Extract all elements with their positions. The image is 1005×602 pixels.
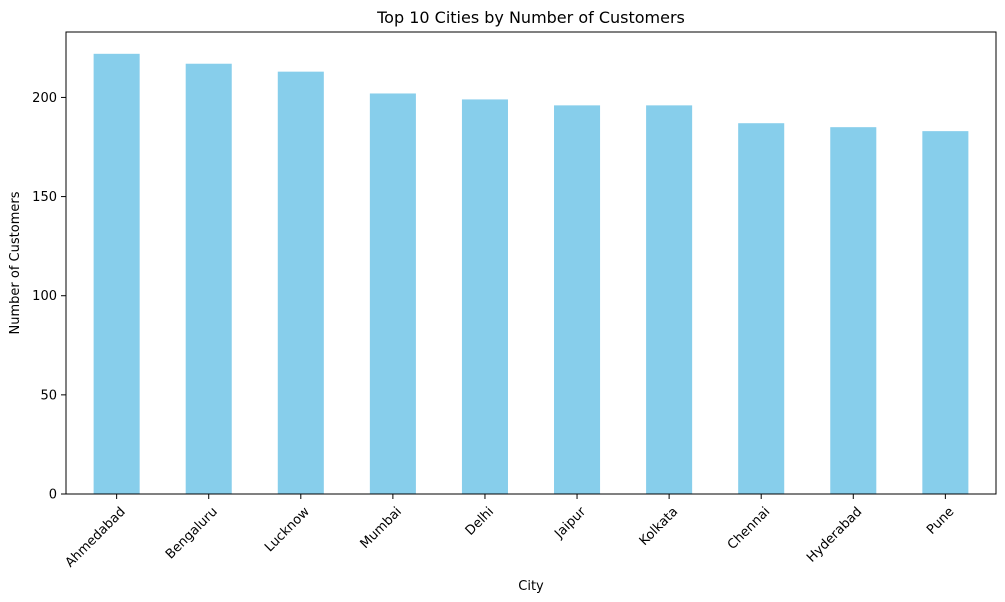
y-tick-label-0: 0 <box>49 488 57 503</box>
bar-mumbai <box>369 93 416 494</box>
bar-delhi <box>461 99 508 495</box>
bar-pune <box>922 131 969 494</box>
bar-jaipur <box>554 105 601 495</box>
x-tick-label-pune: Pune <box>924 504 957 537</box>
y-tick-label-150: 150 <box>32 190 57 205</box>
x-tick-label-lucknow: Lucknow <box>262 504 313 555</box>
x-tick-label-hyderabad: Hyderabad <box>804 504 865 565</box>
y-axis-label: Number of Customers <box>8 191 23 334</box>
chart-title: Top 10 Cities by Number of Customers <box>376 8 685 27</box>
x-tick-label-chennai: Chennai <box>725 504 773 552</box>
x-axis: Ahmedabad Bengaluru Lucknow Mumbai Delhi Jaip… <box>63 494 957 571</box>
bar-hyderabad <box>830 127 877 495</box>
bar-kolkata <box>646 105 693 495</box>
x-axis-label: City <box>518 579 544 594</box>
bar-bengaluru <box>185 63 232 494</box>
bars-group <box>93 53 969 495</box>
y-tick-label-50: 50 <box>40 388 57 403</box>
bar-chennai <box>738 123 785 495</box>
y-tick-label-200: 200 <box>32 91 57 106</box>
x-tick-label-jaipur: Jaipur <box>551 504 589 542</box>
bar-ahmedabad <box>93 53 140 495</box>
y-axis: 0 50 100 150 200 <box>32 91 66 503</box>
x-tick-label-kolkata: Kolkata <box>637 504 681 548</box>
x-tick-label-ahmedabad: Ahmedabad <box>63 504 129 570</box>
x-tick-label-bengaluru: Bengaluru <box>163 504 221 562</box>
x-tick-label-delhi: Delhi <box>463 504 497 538</box>
plot-frame <box>65 31 997 495</box>
bar-lucknow <box>277 71 324 494</box>
y-tick-label-100: 100 <box>32 289 57 304</box>
x-tick-label-mumbai: Mumbai <box>358 504 405 551</box>
